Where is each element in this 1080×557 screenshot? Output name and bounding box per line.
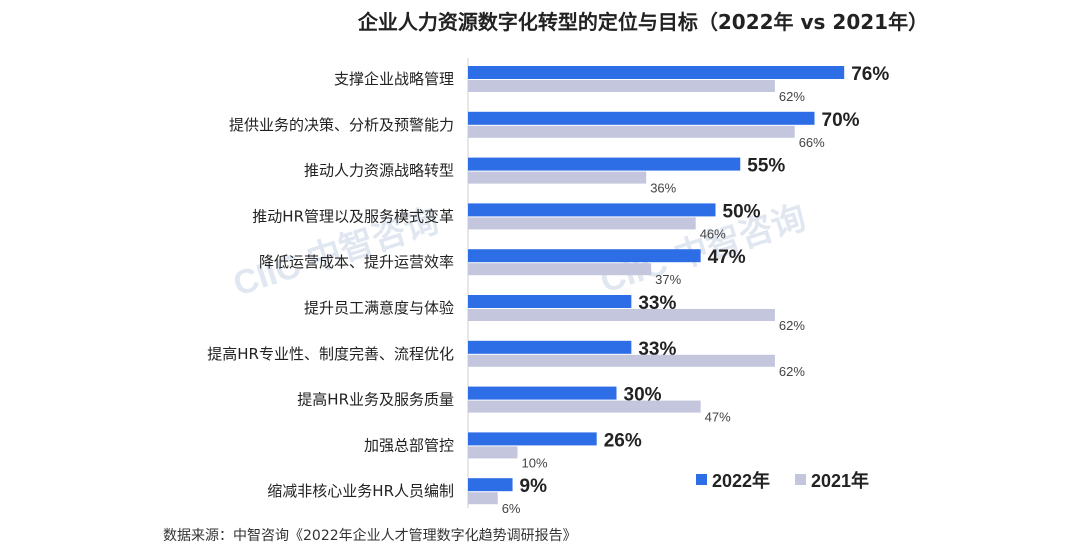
data-label-2022: 70%	[822, 110, 860, 131]
bar-2022	[468, 478, 513, 492]
bar-2021	[468, 354, 775, 367]
source-note: 数据来源：中智咨询《2022年企业人才管理数字化趋势调研报告》	[163, 527, 577, 544]
data-label-2022: 26%	[604, 430, 642, 451]
bar-2021	[468, 217, 696, 230]
category-label: 支撑企业战略管理	[334, 70, 454, 88]
bar-2022	[468, 249, 701, 263]
category-label: 推动人力资源战略转型	[304, 162, 454, 180]
legend-label-2021: 2021年	[811, 470, 869, 491]
data-label-2021: 66%	[799, 135, 825, 150]
bar-2021	[468, 309, 775, 321]
data-label-2022: 76%	[851, 64, 889, 85]
category-label: 缩减非核心业务HR人员编制	[267, 482, 454, 500]
chart-title: 企业人力资源数字化转型的定位与目标（2022年 vs 2021年）	[357, 10, 928, 34]
category-label: 加强总部管控	[364, 436, 454, 454]
bar-2021	[468, 492, 498, 505]
bar-2022	[468, 340, 632, 354]
category-label: 提高HR专业性、制度完善、流程优化	[207, 345, 454, 363]
bar-2022	[468, 386, 617, 400]
bar-2021	[468, 80, 775, 92]
data-label-2022: 50%	[723, 201, 761, 222]
legend: 2022年 2021年	[696, 470, 869, 491]
bar-2022	[468, 203, 716, 217]
data-label-2022: 9%	[520, 476, 548, 497]
data-label-2021: 46%	[700, 226, 726, 241]
legend-swatch-2022	[696, 474, 707, 485]
data-label-2021: 47%	[705, 410, 731, 425]
category-label: 提升员工满意度与体验	[304, 299, 454, 317]
data-label-2022: 33%	[638, 293, 676, 314]
category-label: 推动HR管理以及服务模式变革	[252, 207, 454, 225]
data-label-2022: 47%	[708, 247, 746, 268]
data-label-2021: 37%	[655, 272, 681, 287]
bar-2022	[468, 295, 632, 308]
bar-2021	[468, 171, 647, 184]
category-label: 提供业务的决策、分析及预警能力	[229, 116, 454, 134]
category-label: 降低运营成本、提升运营效率	[259, 253, 454, 271]
bar-2021	[468, 446, 518, 459]
bar-2021	[468, 400, 701, 413]
bar-2022	[468, 66, 845, 79]
data-label-2021: 36%	[650, 181, 676, 196]
data-label-2022: 55%	[747, 156, 785, 177]
data-label-2021: 62%	[779, 89, 805, 104]
bar-2022	[468, 157, 741, 171]
data-label-2021: 62%	[779, 364, 805, 379]
bar-2021	[468, 263, 652, 276]
data-label-2021: 10%	[522, 455, 548, 470]
data-label-2021: 6%	[502, 501, 521, 516]
data-label-2021: 62%	[779, 318, 805, 333]
data-label-2022: 30%	[624, 385, 662, 406]
category-label: 提高HR业务及服务质量	[297, 391, 454, 409]
bar-2022	[468, 432, 597, 446]
bar-2021	[468, 125, 795, 138]
data-label-2022: 33%	[638, 339, 676, 360]
bar-2022	[468, 111, 815, 125]
bars-group: 支撑企业战略管理 76% 62% 提供业务的决策、分析及预警能力 70% 66% 推动人力资…	[207, 64, 889, 516]
legend-swatch-2021	[795, 474, 806, 485]
legend-label-2022: 2022年	[712, 470, 770, 491]
